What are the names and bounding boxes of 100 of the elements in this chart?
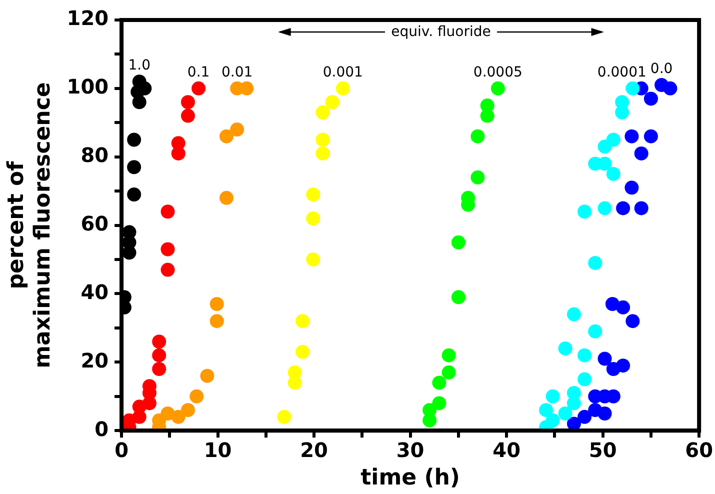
point [296, 314, 310, 328]
point [624, 180, 639, 195]
x-tick-label: 30 [396, 438, 424, 462]
x-tick-label: 0 [114, 438, 129, 462]
point [240, 81, 254, 96]
y-axis-title: percent of maximum fluorescence [4, 82, 56, 368]
y-tick-label: 120 [66, 6, 109, 30]
series-label: 0.0 [650, 61, 673, 78]
point [219, 129, 234, 144]
point [634, 201, 648, 216]
point [578, 372, 592, 386]
point [451, 290, 466, 304]
point [644, 92, 658, 106]
point [316, 132, 330, 147]
point [598, 140, 612, 154]
point [566, 416, 581, 431]
point [306, 188, 320, 202]
series-label: 0.001 [322, 64, 363, 80]
y-tick-label: 60 [80, 212, 109, 236]
point [432, 376, 446, 390]
point [160, 204, 175, 219]
x-tick-label: 10 [204, 438, 232, 462]
point [442, 365, 456, 380]
point [598, 352, 612, 366]
point [288, 376, 302, 390]
point [644, 129, 658, 144]
point [615, 105, 630, 120]
point [180, 95, 195, 110]
point [578, 348, 592, 362]
point [210, 297, 224, 311]
point [558, 341, 572, 356]
point [152, 334, 166, 349]
point [152, 362, 166, 376]
point [180, 108, 195, 123]
x-tick-label: 40 [492, 438, 520, 462]
point [578, 204, 592, 219]
series-label: 0.0005 [473, 64, 522, 80]
point [490, 81, 505, 96]
x-axis-title: time (h) [360, 466, 460, 491]
point [634, 146, 648, 160]
point [566, 396, 581, 410]
y-tick-label: 20 [80, 348, 109, 372]
point [616, 300, 630, 314]
point [127, 132, 142, 147]
point [566, 307, 581, 322]
annotation: equiv. fluoride [390, 24, 492, 40]
series-label: 0.1 [187, 64, 210, 80]
x-tick-label: 20 [300, 438, 328, 462]
point [480, 108, 494, 123]
point [588, 256, 602, 270]
series-label: 0.01 [221, 64, 253, 80]
y-tick-label: 80 [80, 143, 109, 168]
point [230, 122, 244, 136]
x-tick-label: 50 [588, 438, 617, 462]
point [539, 403, 554, 418]
point [152, 348, 166, 362]
point [598, 201, 612, 216]
point [210, 314, 224, 328]
point [470, 129, 485, 144]
y-tick-label: 100 [66, 74, 109, 99]
point [200, 368, 214, 383]
point [219, 190, 234, 205]
point [122, 246, 136, 260]
point [316, 146, 330, 160]
y-tick-label: 0 [94, 416, 109, 441]
point [598, 156, 612, 171]
point [558, 406, 572, 420]
point [616, 201, 630, 216]
point [127, 160, 142, 174]
point [277, 410, 292, 424]
point [306, 252, 320, 267]
point [663, 81, 678, 96]
point [432, 396, 446, 410]
point [160, 242, 175, 256]
point [325, 95, 340, 110]
point [192, 81, 206, 96]
point [171, 410, 186, 424]
series-label: 1.0 [128, 58, 150, 74]
point [316, 105, 330, 120]
point [626, 314, 640, 328]
point [588, 403, 602, 418]
point [336, 81, 350, 96]
series-label: 0.0001 [597, 64, 646, 80]
point [442, 348, 456, 362]
point [578, 410, 592, 424]
point [616, 358, 630, 373]
point [190, 389, 204, 404]
point [171, 146, 186, 160]
point [546, 389, 560, 404]
y-tick-label: 40 [80, 280, 109, 304]
point [606, 166, 620, 181]
point [451, 235, 466, 250]
point [306, 211, 320, 226]
point [422, 413, 437, 428]
point [160, 262, 175, 277]
x-tick-label: 60 [685, 438, 714, 462]
point [624, 129, 639, 144]
point [588, 324, 602, 338]
point [470, 170, 485, 184]
point [180, 403, 195, 418]
